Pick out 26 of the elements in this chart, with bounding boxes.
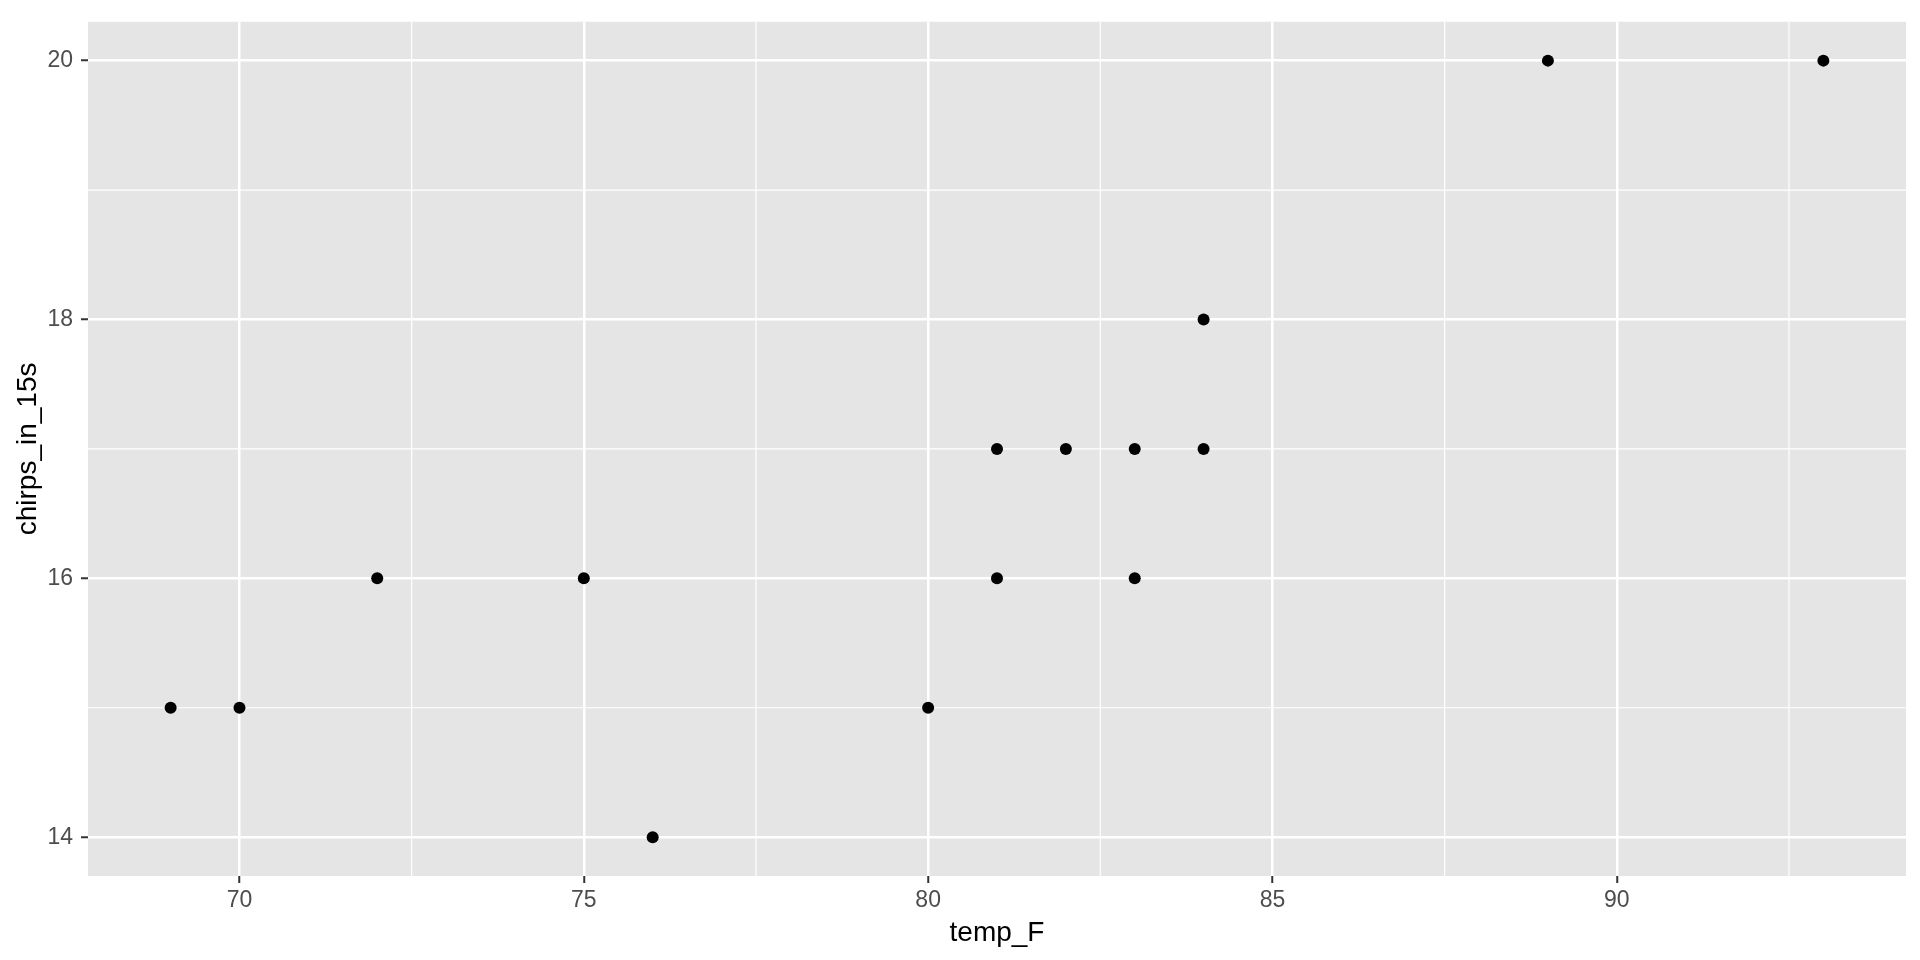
point: [233, 701, 246, 714]
point: [991, 442, 1003, 455]
point: [1128, 442, 1141, 455]
point: [1197, 313, 1210, 326]
y-tick-label: 14: [47, 822, 74, 849]
x-tick-label: 70: [226, 886, 253, 913]
point: [646, 831, 659, 844]
point: [1197, 442, 1210, 455]
point: [991, 572, 1003, 585]
x-tick-label: 75: [571, 886, 597, 913]
x-axis-title: temp_F: [949, 915, 1045, 947]
point: [371, 572, 384, 585]
y-tick-label: 18: [47, 304, 73, 331]
point: [1817, 54, 1830, 67]
y-tick-label: 20: [47, 45, 73, 72]
point: [577, 572, 590, 585]
point: [1541, 54, 1554, 67]
point: [164, 701, 177, 714]
point: [1128, 572, 1141, 585]
y-axis-title: chirps_in_15s: [10, 362, 42, 536]
point: [922, 701, 935, 714]
point: [1059, 442, 1072, 455]
x-tick-label: 85: [1259, 886, 1286, 913]
x-tick-label: 80: [915, 886, 941, 913]
y-tick-label: 16: [47, 563, 73, 590]
x-tick-label: 90: [1603, 886, 1630, 913]
